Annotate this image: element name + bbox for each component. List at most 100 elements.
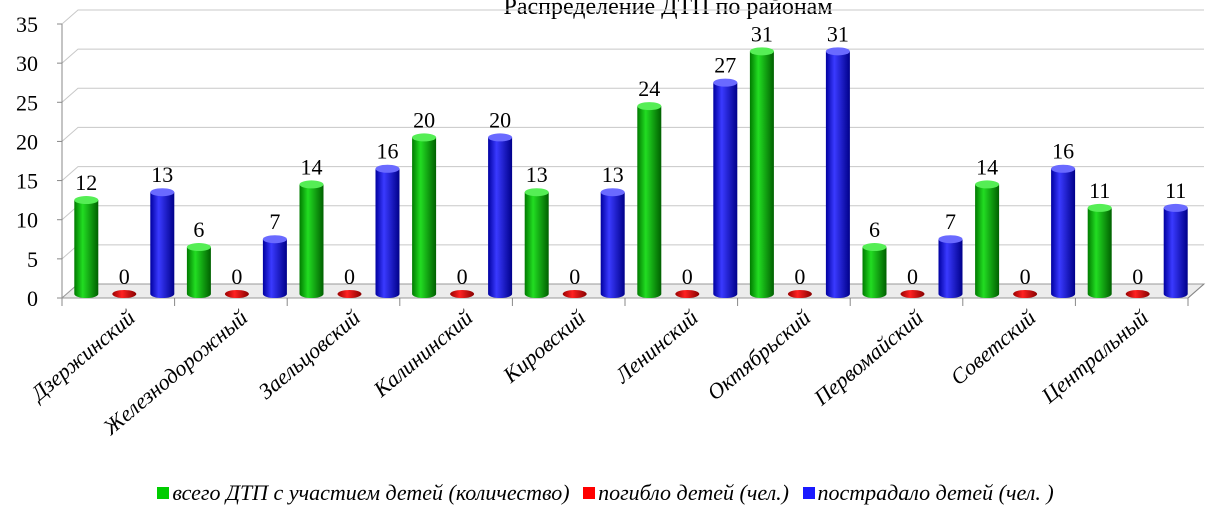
bar [375, 164, 400, 298]
x-axis-end [1187, 283, 1205, 299]
bar [488, 133, 513, 298]
data-label: 6 [869, 217, 880, 242]
bar [900, 290, 925, 298]
legend-item-injured: пострадало детей (чел. ) [802, 480, 1054, 506]
data-label: 0 [907, 264, 918, 289]
legend-item-killed: погибло детей (чел.) [583, 480, 789, 506]
x-category-label: Калининский [368, 305, 478, 403]
data-label: 0 [231, 264, 242, 289]
data-label: 7 [269, 209, 280, 234]
data-label: 24 [638, 76, 660, 101]
gridline [61, 166, 1204, 181]
chart-svg: Распределение ДТП по районам 05101520253… [16, 0, 1206, 441]
bar [1051, 164, 1076, 298]
legend-item-total: всего ДТП с участием детей (количество) [157, 480, 570, 506]
bar [825, 47, 850, 298]
bar [862, 243, 887, 298]
data-label: 31 [751, 21, 773, 46]
bar [1125, 290, 1150, 298]
bar [938, 235, 963, 298]
bar [1013, 290, 1038, 298]
x-category-label: Центральный [1036, 305, 1153, 409]
data-label: 7 [945, 209, 956, 234]
data-label: 0 [794, 264, 805, 289]
data-label: 20 [489, 107, 511, 132]
data-label: 0 [682, 264, 693, 289]
data-label: 16 [377, 139, 399, 164]
data-label: 6 [193, 217, 204, 242]
data-label: 13 [151, 162, 173, 187]
data-label: 14 [301, 154, 323, 179]
bar [337, 290, 362, 298]
y-tick-label: 10 [16, 208, 38, 233]
data-label: 0 [1020, 264, 1031, 289]
x-category-label: Октябрьский [702, 305, 815, 405]
bar [975, 180, 1000, 298]
x-category-label: Заельцовский [253, 305, 364, 404]
legend-swatch-red [583, 487, 596, 499]
y-tick-label: 30 [16, 51, 38, 76]
data-label: 0 [457, 264, 468, 289]
bar [150, 188, 175, 298]
bar [186, 243, 211, 298]
data-label: 0 [119, 264, 130, 289]
y-tick-label: 15 [16, 169, 38, 194]
bar [224, 290, 249, 298]
gridline [61, 126, 1204, 142]
bar [1087, 203, 1112, 298]
x-category-label: Кировский [497, 305, 590, 388]
x-category-label: Ленинский [609, 305, 702, 389]
bar [749, 47, 774, 298]
gridline [61, 9, 1204, 25]
data-label: 12 [75, 170, 97, 195]
bar [562, 290, 587, 298]
bar [450, 290, 475, 298]
legend-label-killed: погибло детей (чел.) [598, 480, 790, 505]
bar [412, 133, 437, 298]
data-label: 27 [714, 53, 736, 78]
data-label: 0 [569, 264, 580, 289]
legend-label-injured: пострадало детей (чел. ) [817, 480, 1054, 505]
y-tick-label: 20 [16, 129, 38, 154]
bar [524, 188, 549, 298]
y-tick-label: 25 [16, 90, 38, 115]
data-label: 31 [827, 21, 849, 46]
data-label: 0 [344, 264, 355, 289]
gridline [61, 244, 1204, 260]
bar [299, 180, 324, 298]
bar [1163, 203, 1188, 298]
data-label: 14 [976, 154, 998, 179]
data-label: 11 [1089, 178, 1110, 203]
data-label: 11 [1165, 178, 1186, 203]
gridline [61, 205, 1204, 221]
bar [262, 235, 287, 298]
x-category-label: Первомайский [808, 305, 928, 411]
y-tick-label: 0 [27, 286, 38, 311]
data-label: 13 [526, 162, 548, 187]
data-label: 13 [602, 162, 624, 187]
legend-swatch-blue [802, 487, 815, 499]
bar [675, 290, 700, 298]
bar [787, 290, 812, 298]
bar [112, 290, 137, 298]
bar [600, 188, 625, 298]
y-tick-label: 5 [27, 247, 38, 272]
legend: всего ДТП с участием детей (количество) … [0, 480, 1211, 506]
legend-label-total: всего ДТП с участием детей (количество) [172, 480, 570, 505]
legend-swatch-green [157, 487, 170, 499]
x-category-label: Советский [945, 305, 1040, 390]
gridline [61, 87, 1204, 103]
bar [74, 196, 99, 298]
bars [74, 47, 1188, 298]
x-category-label: Дзержинский [24, 305, 139, 407]
data-label: 20 [413, 107, 435, 132]
data-label: 16 [1052, 139, 1074, 164]
grid [61, 9, 1204, 299]
gridline [61, 48, 1204, 64]
y-tick-label: 35 [16, 12, 38, 37]
data-label: 0 [1132, 264, 1143, 289]
bar [637, 102, 662, 298]
data-labels: 12 0 13 6 0 7 14 0 16 20 0 20 13 0 13 24 0 27 31 0 31 6 0 7 14 0 1… [75, 21, 1186, 289]
